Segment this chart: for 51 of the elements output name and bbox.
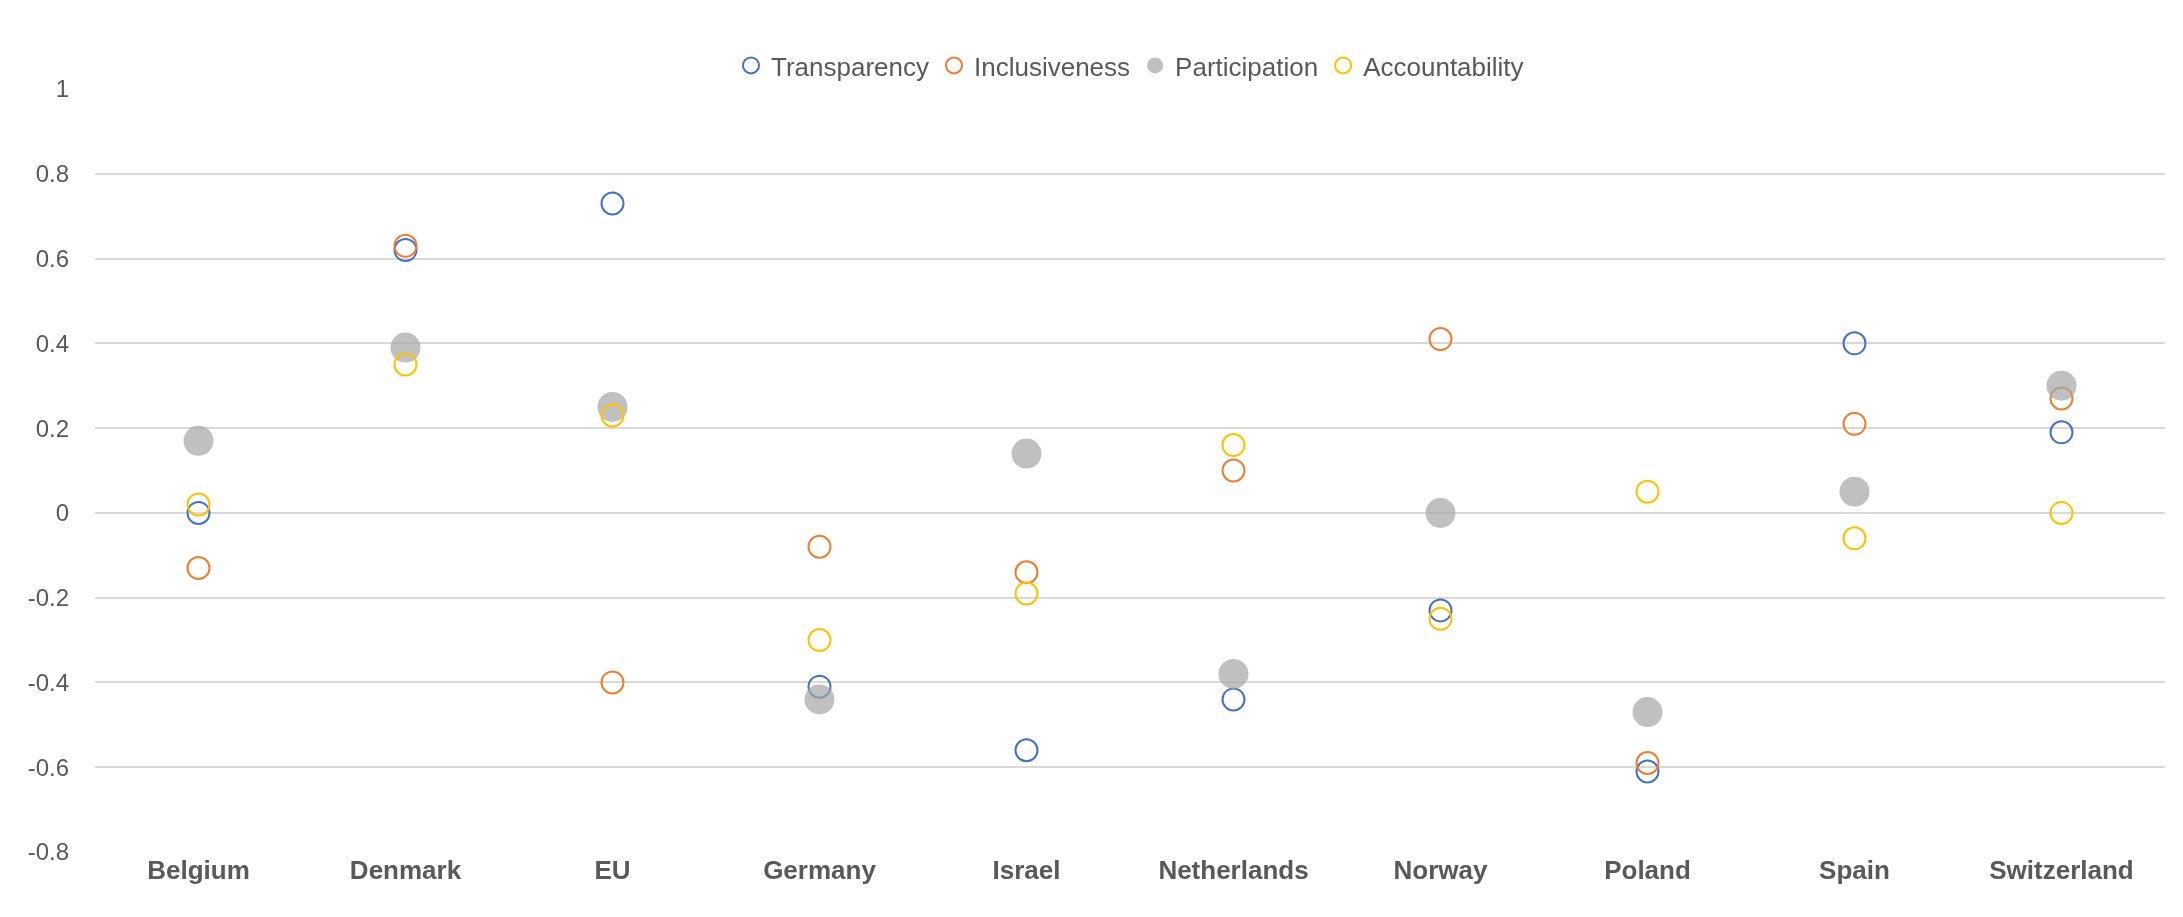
legend-label: Inclusiveness xyxy=(974,51,1131,82)
x-tick-label: Spain xyxy=(1819,855,1890,885)
x-tick-label: Israel xyxy=(992,855,1061,885)
point xyxy=(393,233,418,258)
y-tick-label: 1 xyxy=(55,75,69,103)
point xyxy=(393,238,418,263)
point xyxy=(186,492,211,517)
point xyxy=(2049,500,2074,525)
point xyxy=(807,628,832,653)
x-tick-label: Netherlands xyxy=(1158,855,1309,885)
point xyxy=(1014,738,1039,763)
point xyxy=(1842,331,1867,356)
point xyxy=(1428,606,1453,631)
y-tick-label: 0.8 xyxy=(35,160,69,188)
point xyxy=(600,191,625,216)
point xyxy=(1014,581,1039,606)
point xyxy=(1635,479,1660,504)
legend-label: Participation xyxy=(1175,51,1319,82)
x-tick-label: EU xyxy=(594,855,631,885)
point xyxy=(1014,560,1039,585)
y-tick-label: -0.8 xyxy=(27,838,69,866)
legend-label: Accountability xyxy=(1363,51,1524,82)
y-tick-label: 0.6 xyxy=(35,244,69,272)
x-tick-label: Switzerland xyxy=(1989,855,2134,885)
point xyxy=(1221,458,1246,483)
point xyxy=(2049,420,2074,445)
point xyxy=(1635,750,1660,775)
y-tick-label: 0.2 xyxy=(35,414,69,442)
y-tick-label: -0.4 xyxy=(27,668,69,696)
y-tick-label: -0.2 xyxy=(27,584,69,612)
point xyxy=(186,500,211,525)
x-tick-label: Norway xyxy=(1393,855,1488,885)
y-tick-label: 0.4 xyxy=(35,329,69,357)
y-tick-label: -0.6 xyxy=(27,753,69,781)
point xyxy=(393,352,418,377)
x-tick-label: Poland xyxy=(1604,855,1691,885)
point xyxy=(1842,411,1867,436)
point xyxy=(807,534,832,559)
point xyxy=(1428,598,1453,623)
point xyxy=(1842,526,1867,551)
point xyxy=(1635,759,1660,784)
legend-label: Transparency xyxy=(771,51,929,82)
x-tick-label: Germany xyxy=(763,855,877,885)
point xyxy=(1221,687,1246,712)
x-tick-label: Denmark xyxy=(349,855,462,885)
point xyxy=(600,670,625,695)
point xyxy=(1428,327,1453,352)
x-tick-label: Belgium xyxy=(147,855,250,885)
y-tick-label: 0 xyxy=(55,499,69,527)
point xyxy=(1221,433,1246,458)
point xyxy=(186,555,211,580)
